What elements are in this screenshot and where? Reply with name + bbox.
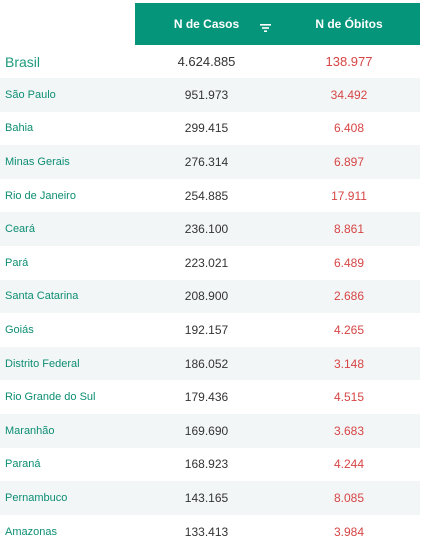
table-header: N de Casos N de Óbitos	[135, 3, 420, 45]
region-name[interactable]: Distrito Federal	[5, 357, 80, 370]
deaths-count: 2.686	[333, 289, 365, 304]
cases-count: 169.690	[184, 423, 229, 438]
cases-count: 143.165	[184, 490, 229, 505]
cases-count: 186.052	[184, 356, 229, 371]
cases-count: 223.021	[184, 255, 229, 270]
cases-count: 276.314	[184, 154, 229, 169]
column-header-deaths[interactable]: N de Óbitos	[315, 17, 383, 31]
cases-count: 254.885	[184, 188, 229, 203]
deaths-count: 17.911	[331, 188, 367, 203]
deaths-count: 34.492	[330, 87, 368, 102]
table-row: Goiás 192.157 4.265	[0, 313, 420, 347]
table-row: São Paulo 951.973 34.492	[0, 78, 420, 112]
table-row: Paraná 168.923 4.244	[0, 448, 420, 482]
region-name[interactable]: Santa Catarina	[5, 290, 79, 303]
region-name[interactable]: Maranhão	[5, 424, 55, 437]
table-row: Amazonas 133.413 3.984	[0, 515, 420, 549]
region-name[interactable]: Minas Gerais	[5, 155, 70, 168]
deaths-count: 4.515	[333, 390, 365, 405]
deaths-count: 3.148	[333, 356, 365, 371]
deaths-count: 8.861	[333, 222, 365, 237]
table-row-total: Brasil 4.624.885 138.977	[0, 45, 420, 78]
table-row: Ceará 236.100 8.861	[0, 212, 420, 246]
cases-count: 192.157	[184, 322, 229, 337]
cases-count: 168.923	[184, 457, 229, 472]
cases-count: 299.415	[184, 121, 229, 136]
cases-count: 208.900	[184, 289, 229, 304]
table-row: Minas Gerais 276.314 6.897	[0, 145, 420, 179]
table-row: Rio Grande do Sul 179.436 4.515	[0, 380, 420, 414]
region-name[interactable]: Brasil	[5, 53, 41, 70]
deaths-count: 3.683	[333, 423, 365, 438]
deaths-count: 3.984	[333, 524, 365, 539]
table-row: Pará 223.021 6.489	[0, 246, 420, 280]
region-name[interactable]: Goiás	[5, 323, 34, 336]
deaths-count: 4.265	[333, 322, 365, 337]
cases-count: 179.436	[184, 390, 229, 405]
region-name[interactable]: Ceará	[5, 223, 35, 236]
table-row: Santa Catarina 208.900 2.686	[0, 279, 420, 314]
table-body: Brasil 4.624.885 138.977 São Paulo 951.973 34…	[0, 45, 423, 548]
region-name[interactable]: São Paulo	[5, 88, 56, 101]
region-name[interactable]: Amazonas	[5, 525, 57, 538]
column-header-cases[interactable]: N de Casos	[173, 17, 240, 31]
sort-descending-icon[interactable]	[259, 20, 273, 32]
region-name[interactable]: Rio de Janeiro	[5, 189, 76, 202]
table-row: Pernambuco 143.165 8.085	[0, 481, 420, 515]
cases-count: 133.413	[184, 524, 229, 539]
region-name[interactable]: Pará	[5, 256, 29, 269]
cases-count: 236.100	[184, 222, 229, 237]
table-row: Bahia 299.415 6.408	[0, 112, 420, 146]
region-name[interactable]: Pernambuco	[5, 491, 68, 504]
deaths-count: 4.244	[333, 457, 365, 472]
table-row: Maranhão 169.690 3.683	[0, 413, 420, 448]
region-name[interactable]: Rio Grande do Sul	[5, 391, 96, 404]
deaths-count: 6.408	[333, 121, 365, 136]
region-name[interactable]: Bahia	[5, 122, 34, 135]
cases-count: 951.973	[184, 87, 229, 102]
deaths-count: 8.085	[333, 490, 365, 505]
region-name[interactable]: Paraná	[5, 458, 41, 471]
table-row: Rio de Janeiro 254.885 17.911	[0, 179, 420, 213]
deaths-count: 6.489	[333, 255, 365, 270]
deaths-count: 6.897	[333, 154, 365, 169]
deaths-count: 138.977	[325, 54, 373, 69]
cases-count: 4.624.885	[177, 54, 236, 69]
table-row: Distrito Federal 186.052 3.148	[0, 346, 420, 381]
